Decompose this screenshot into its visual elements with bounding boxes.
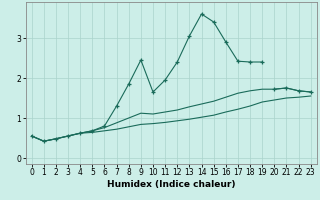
X-axis label: Humidex (Indice chaleur): Humidex (Indice chaleur) bbox=[107, 180, 236, 189]
